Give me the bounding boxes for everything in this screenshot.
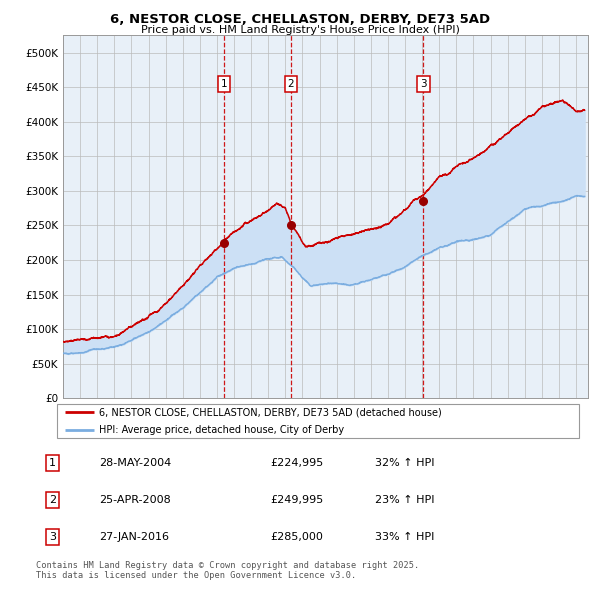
Text: 28-MAY-2004: 28-MAY-2004 — [99, 458, 171, 468]
Text: 25-APR-2008: 25-APR-2008 — [99, 495, 170, 505]
Text: 33% ↑ HPI: 33% ↑ HPI — [374, 532, 434, 542]
Text: 6, NESTOR CLOSE, CHELLASTON, DERBY, DE73 5AD: 6, NESTOR CLOSE, CHELLASTON, DERBY, DE73… — [110, 13, 490, 26]
Text: 1: 1 — [49, 458, 56, 468]
Text: 6, NESTOR CLOSE, CHELLASTON, DERBY, DE73 5AD (detached house): 6, NESTOR CLOSE, CHELLASTON, DERBY, DE73… — [99, 408, 442, 417]
Text: 2: 2 — [287, 79, 294, 88]
Text: Contains HM Land Registry data © Crown copyright and database right 2025.
This d: Contains HM Land Registry data © Crown c… — [36, 560, 419, 580]
Text: 3: 3 — [49, 532, 56, 542]
Text: 2: 2 — [49, 495, 56, 505]
Text: 27-JAN-2016: 27-JAN-2016 — [99, 532, 169, 542]
Text: HPI: Average price, detached house, City of Derby: HPI: Average price, detached house, City… — [99, 425, 344, 434]
Text: Price paid vs. HM Land Registry's House Price Index (HPI): Price paid vs. HM Land Registry's House … — [140, 25, 460, 35]
Text: £249,995: £249,995 — [271, 495, 324, 505]
Text: £224,995: £224,995 — [271, 458, 324, 468]
Text: £285,000: £285,000 — [271, 532, 323, 542]
Text: 3: 3 — [420, 79, 427, 88]
Text: 1: 1 — [220, 79, 227, 88]
Text: 23% ↑ HPI: 23% ↑ HPI — [374, 495, 434, 505]
FancyBboxPatch shape — [56, 404, 579, 438]
Text: 32% ↑ HPI: 32% ↑ HPI — [374, 458, 434, 468]
